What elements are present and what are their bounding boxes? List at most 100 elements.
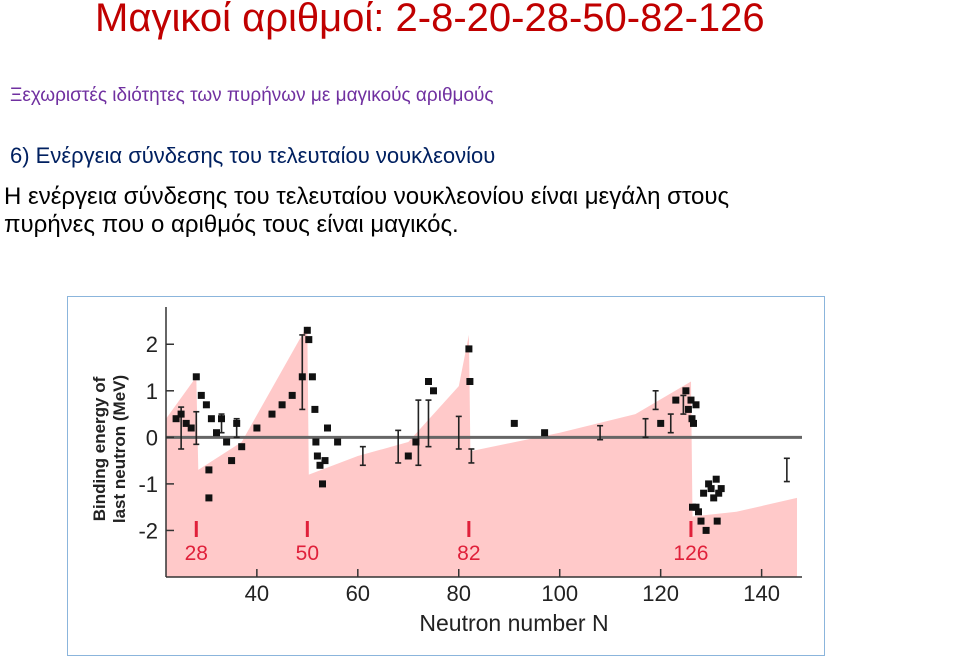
y-tick-label: -1 [138, 472, 158, 497]
data-point [228, 457, 236, 465]
x-tick-label: 60 [346, 581, 370, 606]
x-axis-label: Neutron number N [419, 610, 608, 636]
data-point [311, 405, 319, 413]
x-tick-label: 100 [541, 581, 578, 606]
data-point [695, 508, 702, 516]
error-bar [783, 457, 790, 483]
data-point [238, 443, 246, 451]
data-point [218, 415, 225, 423]
data-point [316, 461, 324, 469]
x-tick-label: 40 [245, 581, 269, 606]
data-point [712, 475, 720, 483]
x-tick-label: 80 [447, 581, 471, 606]
data-point [205, 494, 213, 502]
error-bar [680, 394, 687, 415]
error-bar [395, 429, 402, 464]
data-point [715, 489, 723, 497]
data-point [278, 401, 286, 409]
data-point [223, 438, 231, 446]
magic-number-label: 50 [296, 542, 319, 565]
body-paragraph: Η ενέργεια σύνδεσης του τελευταίου νουκλ… [4, 183, 960, 239]
data-point [288, 391, 296, 399]
data-point [172, 415, 180, 423]
data-point [541, 429, 549, 437]
data-point [710, 494, 718, 502]
error-bar [468, 448, 475, 464]
data-point [700, 489, 708, 497]
section-heading: 6) Ενέργεια σύνδεσης του τελευταίου νουκ… [10, 143, 496, 168]
chart-frame: 2 1 0 -1 -2 40 60 80 100 120 140 28 50 82 126 Neutron … [67, 296, 825, 656]
error-bar [193, 410, 200, 446]
error-bar [597, 424, 604, 441]
error-bar [299, 334, 306, 411]
data-point [688, 415, 696, 423]
data-point [412, 438, 420, 446]
error-bar [359, 445, 366, 467]
y-axis-label-line2: last neutron (MeV) [110, 375, 129, 523]
data-point [404, 452, 412, 460]
data-point [334, 438, 342, 446]
body-line-1: Η ενέργεια σύνδεσης του τελευταίου νουκλ… [4, 183, 730, 210]
data-point [430, 387, 437, 395]
data-point [177, 410, 185, 418]
y-axis-label-line1: Binding energy of [90, 376, 109, 521]
data-point [684, 405, 692, 413]
data-point [717, 485, 725, 493]
data-point [687, 396, 695, 404]
data-point [298, 373, 306, 381]
error-bar [652, 389, 659, 411]
data-point [713, 517, 721, 525]
data-point [697, 517, 705, 525]
slide-title: Μαγικοί αριθμοί: 2-8-20-28-50-82-126 [95, 0, 765, 40]
data-point [466, 378, 474, 385]
data-point [312, 438, 320, 446]
data-point [182, 419, 190, 427]
data-point [692, 401, 700, 409]
data-point [672, 396, 680, 404]
data-point [308, 373, 316, 381]
data-point [692, 503, 700, 511]
data-point [205, 466, 213, 474]
slide-subtitle: Ξεχωριστές ιδιότητες των πυρήνων με μαγι… [10, 85, 494, 106]
data-point [207, 415, 215, 423]
binding-energy-chart: 2 1 0 -1 -2 40 60 80 100 120 140 28 50 82 126 Neutron … [90, 307, 802, 636]
data-point [682, 387, 690, 395]
shaded-envelope [166, 325, 797, 577]
data-point [213, 429, 220, 437]
data-point [313, 452, 321, 460]
data-point [324, 424, 331, 432]
y-tick-label: 2 [146, 332, 158, 357]
data-point [192, 373, 200, 381]
data-point [321, 457, 329, 465]
x-tick-label: 120 [642, 581, 679, 606]
data-point [202, 401, 210, 409]
data-point [197, 391, 205, 399]
data-point [707, 485, 715, 493]
data-point [657, 419, 665, 427]
y-tick-label: 1 [146, 379, 158, 404]
x-tick-label: 140 [743, 581, 780, 606]
data-point [702, 526, 710, 534]
data-point [510, 419, 518, 427]
y-tick-label: 0 [146, 425, 158, 450]
data-point [305, 336, 313, 344]
y-tick-label: -2 [138, 518, 158, 543]
data-point [690, 419, 697, 427]
data-point [187, 424, 195, 432]
data-point [705, 480, 713, 488]
data-point [233, 419, 241, 427]
error-bar [642, 417, 649, 439]
data-point [253, 424, 261, 432]
data-point [303, 326, 311, 334]
error-bar [455, 415, 462, 450]
error-bar [415, 399, 422, 467]
error-bar [425, 399, 432, 448]
data-point [425, 378, 432, 385]
magic-number-label: 28 [185, 542, 208, 565]
data-point [319, 480, 326, 488]
data-point [268, 410, 276, 418]
magic-number-label: 82 [457, 542, 480, 565]
data-point [465, 345, 473, 353]
error-bar [667, 413, 674, 434]
magic-number-label: 126 [673, 542, 708, 565]
